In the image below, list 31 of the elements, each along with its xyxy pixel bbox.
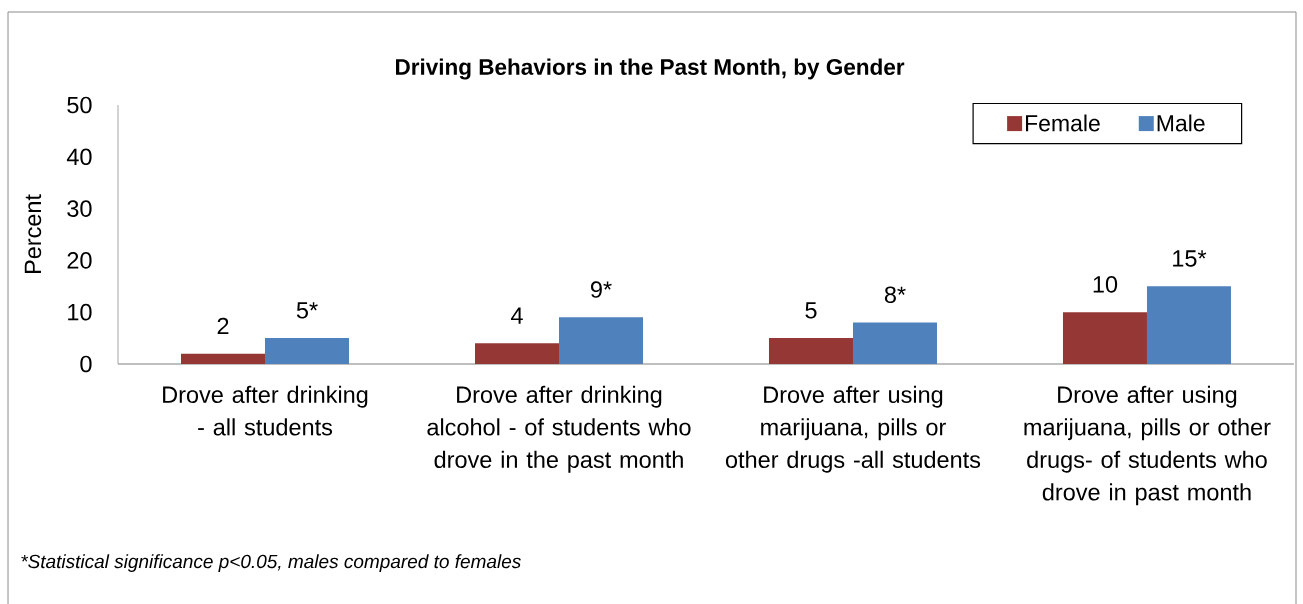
bar — [475, 343, 559, 364]
y-tick-label: 40 — [66, 148, 92, 166]
bar — [559, 317, 643, 364]
bar — [1146, 286, 1231, 364]
chart-title: Driving Behaviors in the Past Month, by Gender — [396, 58, 905, 80]
x-tick-label: Drove after drinking alcohol - of students who drove in the past month — [427, 385, 691, 473]
y-tick-label: 10 — [68, 303, 92, 321]
bar — [265, 338, 350, 364]
data-label: 5* — [296, 302, 318, 319]
legend-label: Female — [1025, 114, 1100, 132]
y-tick-label: 20 — [67, 252, 92, 269]
data-label: 5 — [805, 302, 817, 319]
bar — [768, 338, 853, 364]
data-label: 10 — [1093, 276, 1118, 293]
bar — [181, 353, 266, 364]
bar — [852, 322, 937, 364]
x-tick-label: Drove after using marijuana, pills or other drugs- of students who drove in past month — [1024, 385, 1271, 506]
y-axis-title: Percent — [24, 194, 42, 274]
y-tick-label: 50 — [67, 96, 92, 114]
bar — [1062, 312, 1147, 364]
y-tick-label: 0 — [80, 355, 92, 373]
data-label: 4 — [511, 307, 523, 324]
x-tick-label: Drove after using marijuana, pills or other drugs -all students — [725, 385, 981, 473]
legend-label: Male — [1157, 114, 1205, 132]
y-tick-label: 30 — [67, 200, 92, 217]
data-label: 2 — [217, 317, 229, 335]
data-label: 9* — [591, 281, 612, 298]
text: *Statistical significance p<0.05, males compared to females — [21, 554, 521, 572]
x-tick-label: Drove after drinking - all students — [163, 385, 368, 436]
data-label: 15* — [1173, 250, 1207, 267]
data-label: 8* — [884, 286, 906, 304]
